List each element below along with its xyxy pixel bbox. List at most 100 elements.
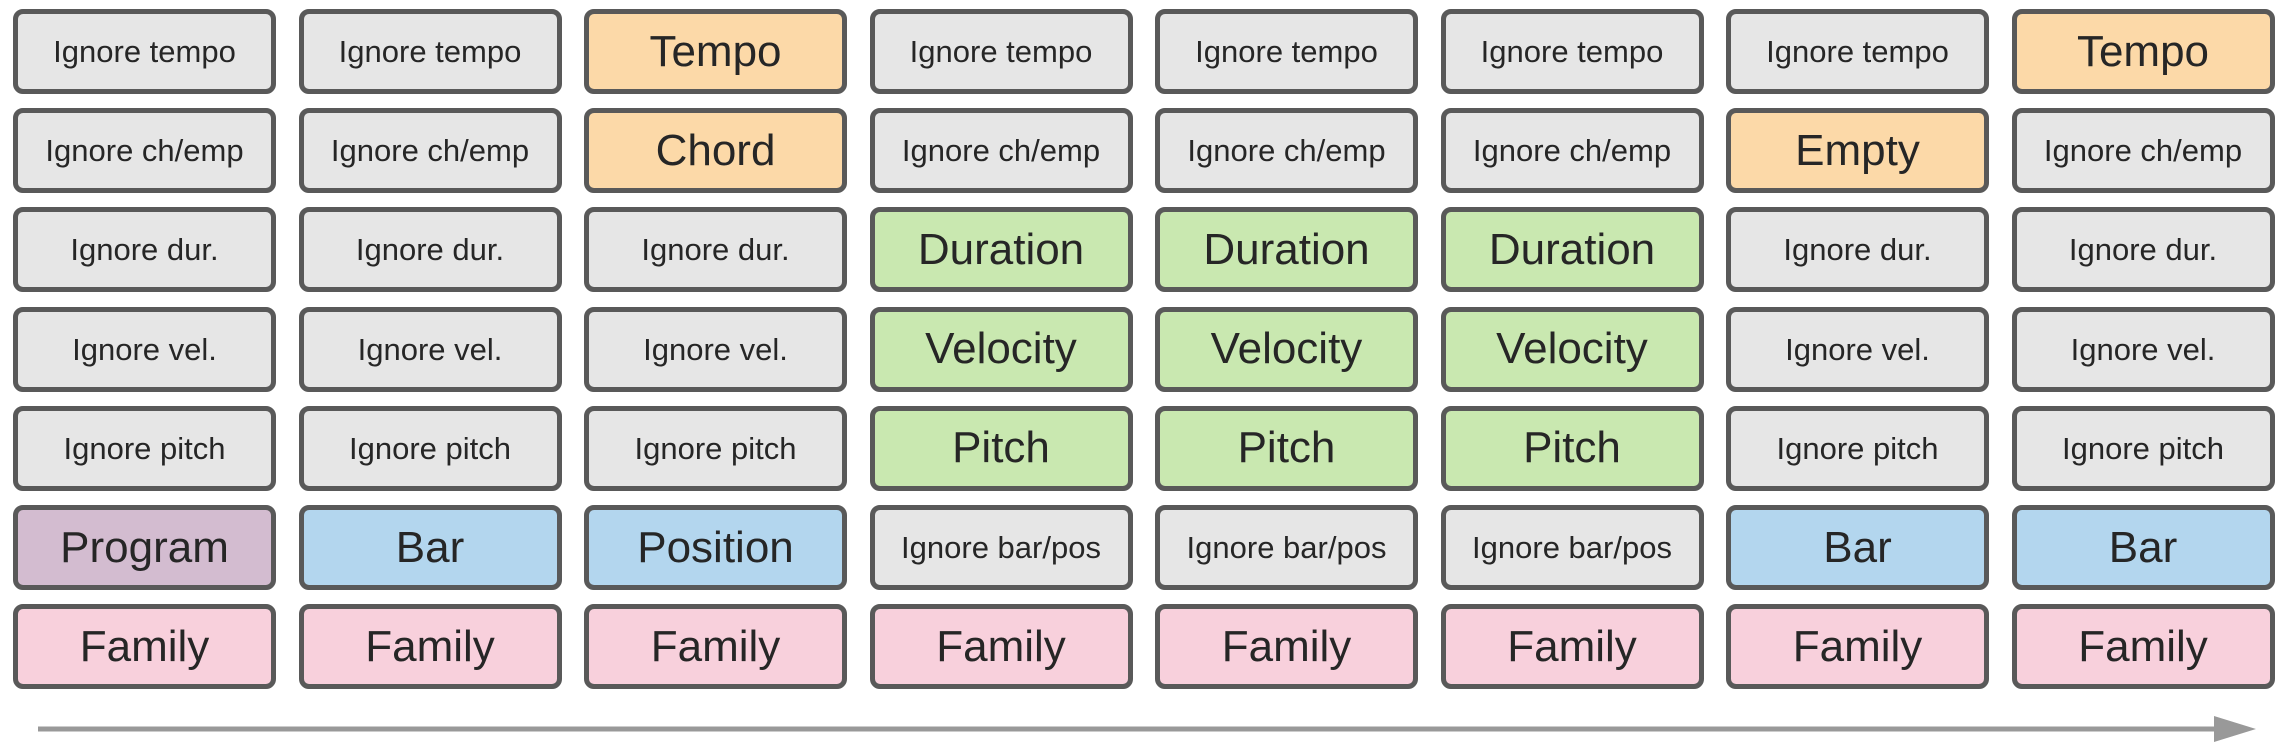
token-cell-tempo: Tempo <box>2011 9 2275 94</box>
token-cell-chord: Chord <box>584 108 847 194</box>
token-cell-empty: Empty <box>1726 108 1989 194</box>
token-cell-ignore: Ignore tempo <box>298 9 562 94</box>
token-cell-family: Family <box>1440 604 1704 690</box>
token-cell-duration: Duration <box>1155 207 1418 293</box>
token-cell-label: Ignore pitch <box>63 430 226 466</box>
token-cell-family: Family <box>2011 604 2275 690</box>
token-cell-label: Ignore pitch <box>349 430 511 466</box>
token-cell-ignore: Ignore dur. <box>298 207 562 293</box>
token-cell-ignore: Ignore ch/emp <box>1440 108 1704 194</box>
token-cell-label: Ignore tempo <box>1480 34 1664 69</box>
token-cell-label: Family <box>936 621 1066 671</box>
token-cell-bar: Bar <box>1726 505 1989 590</box>
token-cell-position: Position <box>584 505 847 590</box>
token-cell-label: Ignore dur. <box>70 232 219 268</box>
token-cell-label: Program <box>60 522 229 572</box>
token-cell-velocity: Velocity <box>1440 306 1704 392</box>
token-cell-label: Family <box>1507 621 1637 671</box>
token-cell-velocity: Velocity <box>1155 306 1418 392</box>
token-cell-ignore: Ignore vel. <box>298 306 562 392</box>
token-cell-label: Chord <box>655 125 776 175</box>
token-cell-label: Ignore bar/pos <box>901 530 1101 565</box>
token-cell-ignore: Ignore vel. <box>2011 306 2275 392</box>
token-cell-family: Family <box>584 604 847 690</box>
token-cell-label: Velocity <box>1210 324 1363 374</box>
token-cell-label: Ignore tempo <box>1195 34 1378 69</box>
token-cell-label: Bar <box>1823 522 1892 572</box>
token-cell-label: Pitch <box>1237 423 1336 473</box>
token-cell-label: Empty <box>1795 125 1920 175</box>
token-cell-family: Family <box>1726 604 1989 690</box>
token-cell-label: Pitch <box>952 423 1050 473</box>
token-cell-label: Duration <box>1488 224 1656 274</box>
token-cell-ignore: Ignore pitch <box>2011 405 2275 491</box>
token-cell-bar: Bar <box>2011 505 2275 590</box>
token-cell-ignore: Ignore dur. <box>1726 207 1989 293</box>
token-cell-label: Ignore vel. <box>643 331 788 367</box>
token-cell-label: Family <box>650 621 781 671</box>
token-cell-ignore: Ignore dur. <box>2011 207 2275 293</box>
token-cell-ignore: Ignore pitch <box>298 405 562 491</box>
token-cell-ignore: Ignore tempo <box>13 9 276 94</box>
token-cell-family: Family <box>298 604 562 690</box>
token-cell-program: Program <box>13 505 276 590</box>
token-cell-ignore: Ignore dur. <box>13 207 276 293</box>
token-cell-label: Ignore ch/emp <box>2043 133 2243 169</box>
token-cell-label: Duration <box>1203 224 1370 274</box>
token-cell-duration: Duration <box>869 207 1133 293</box>
token-cell-label: Ignore ch/emp <box>45 133 244 169</box>
token-cell-ignore: Ignore pitch <box>1726 405 1989 491</box>
token-cell-label: Ignore tempo <box>338 34 522 69</box>
token-cell-label: Ignore pitch <box>634 430 797 466</box>
token-cell-ignore: Ignore tempo <box>869 9 1133 94</box>
token-cell-bar: Bar <box>298 505 562 590</box>
token-cell-label: Ignore vel. <box>2070 331 2216 367</box>
token-cell-ignore: Ignore ch/emp <box>13 108 276 194</box>
token-cell-ignore: Ignore tempo <box>1155 9 1418 94</box>
token-cell-label: Pitch <box>1523 423 1621 473</box>
token-cell-velocity: Velocity <box>869 306 1133 392</box>
token-cell-family: Family <box>869 604 1133 690</box>
token-cell-label: Ignore vel. <box>72 331 217 367</box>
token-cell-family: Family <box>13 604 276 690</box>
token-cell-ignore: Ignore tempo <box>1726 9 1989 94</box>
token-cell-ignore: Ignore tempo <box>1440 9 1704 94</box>
token-cell-pitch: Pitch <box>869 405 1133 491</box>
token-cell-ignore: Ignore pitch <box>584 405 847 491</box>
token-cell-ignore: Ignore bar/pos <box>869 505 1133 590</box>
timeline-arrow-head <box>2214 716 2256 742</box>
token-cell-ignore: Ignore vel. <box>13 306 276 392</box>
token-cell-ignore: Ignore dur. <box>584 207 847 293</box>
token-cell-label: Ignore dur. <box>2068 232 2218 268</box>
token-cell-ignore: Ignore bar/pos <box>1440 505 1704 590</box>
token-cell-label: Family <box>1221 621 1352 671</box>
token-cell-label: Bar <box>395 522 465 572</box>
token-cell-label: Family <box>79 621 210 671</box>
token-cell-label: Ignore vel. <box>357 331 503 367</box>
token-cell-ignore: Ignore vel. <box>1726 306 1989 392</box>
token-cell-pitch: Pitch <box>1155 405 1418 491</box>
token-cell-label: Ignore tempo <box>909 34 1093 69</box>
token-cell-label: Duration <box>917 224 1085 274</box>
token-cell-label: Ignore tempo <box>1766 34 1949 69</box>
token-grid: Ignore tempo Ignore ch/emp Ignore dur. Igno… <box>13 9 2275 690</box>
token-cell-ignore: Ignore ch/emp <box>298 108 562 194</box>
token-cell-label: Ignore ch/emp <box>901 133 1101 169</box>
token-cell-label: Ignore dur. <box>1783 232 1932 268</box>
token-cell-duration: Duration <box>1440 207 1704 293</box>
token-cell-label: Ignore bar/pos <box>1186 530 1387 565</box>
token-cell-label: Tempo <box>649 26 782 76</box>
token-cell-tempo: Tempo <box>584 9 847 94</box>
token-cell-label: Family <box>365 621 495 671</box>
token-cell-label: Ignore dur. <box>641 232 790 268</box>
token-cell-ignore: Ignore bar/pos <box>1155 505 1418 590</box>
token-cell-label: Family <box>2078 621 2208 671</box>
token-cell-label: Velocity <box>1496 324 1648 374</box>
token-cell-label: Ignore ch/emp <box>1187 133 1386 169</box>
token-cell-label: Velocity <box>925 324 1077 374</box>
token-cell-label: Ignore pitch <box>1776 430 1939 466</box>
token-cell-ignore: Ignore ch/emp <box>1155 108 1418 194</box>
token-cell-label: Position <box>637 522 794 572</box>
token-cell-label: Ignore tempo <box>53 34 236 69</box>
